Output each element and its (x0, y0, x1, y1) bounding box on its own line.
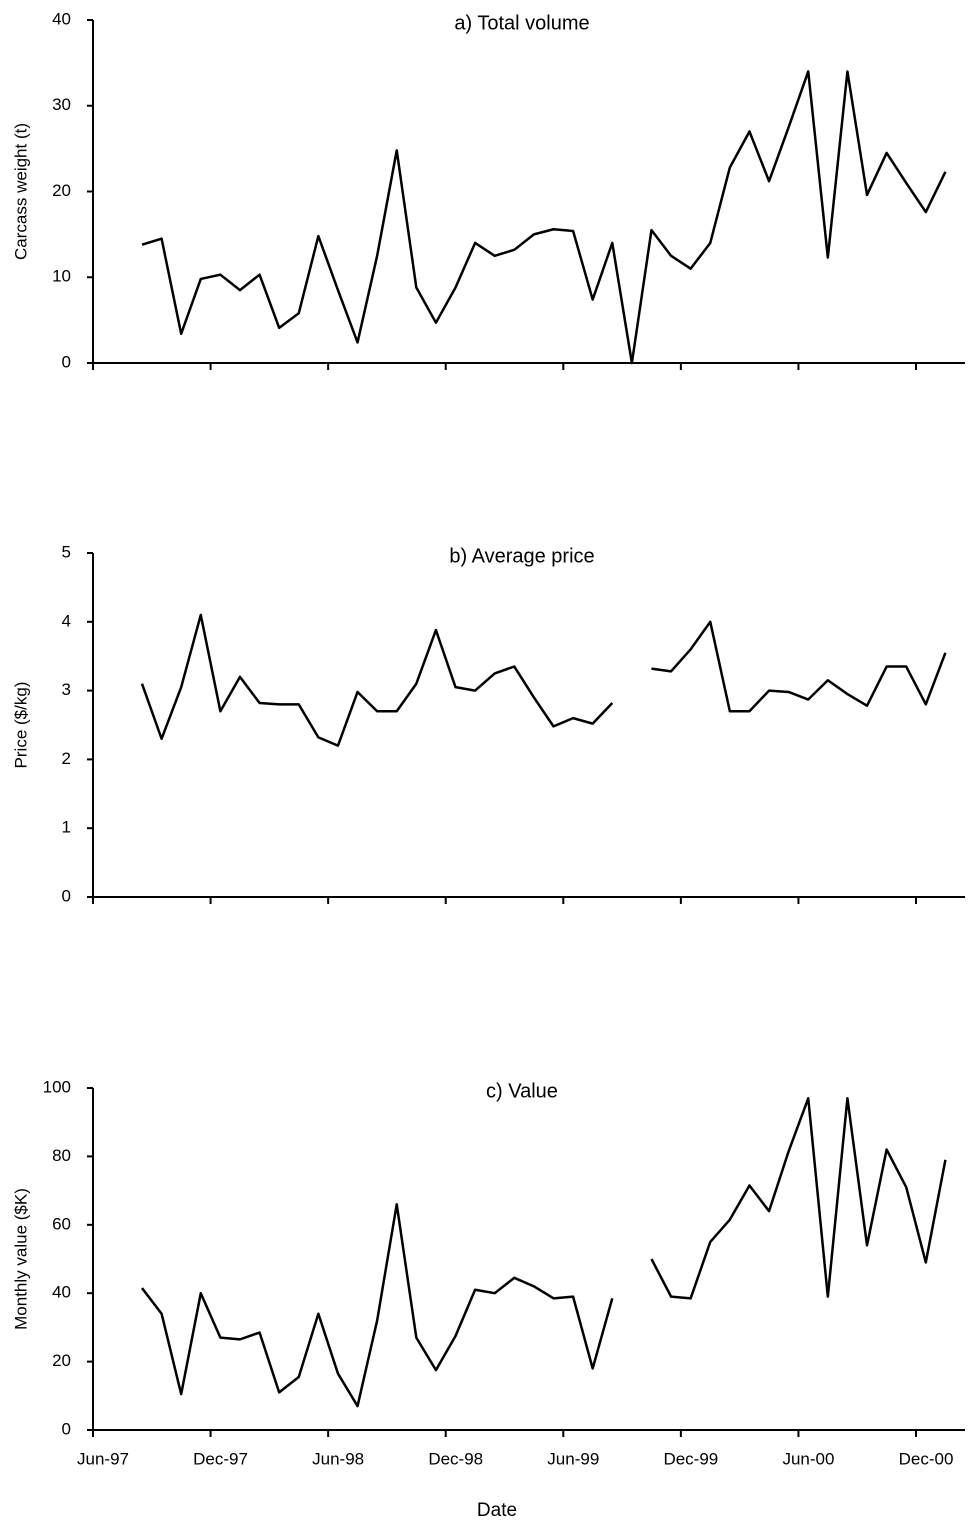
data-line (140, 1097, 947, 1408)
y-axis-label: Carcass weight (t) (11, 123, 30, 260)
y-tick-label: 0 (62, 352, 71, 371)
chart-title: b) Average price (449, 545, 594, 567)
y-tick-label: 30 (52, 95, 71, 114)
chart-title: c) Value (486, 1080, 558, 1102)
chart-title: a) Total volume (454, 12, 589, 34)
y-tick-label: 5 (62, 542, 71, 561)
y-tick-label: 80 (52, 1146, 71, 1165)
y-axis-label: Price ($/kg) (11, 682, 30, 769)
y-tick-label: 20 (52, 1351, 71, 1370)
y-tick-label: 2 (62, 749, 71, 768)
y-tick-label: 10 (52, 267, 71, 286)
y-tick-label: 40 (52, 1283, 71, 1302)
x-tick-label: Jun-97 (77, 1449, 129, 1468)
y-axis-label: Monthly value ($K) (11, 1188, 30, 1330)
data-line (141, 70, 947, 365)
x-tick-label: Dec-99 (663, 1449, 718, 1468)
y-tick-label: 4 (62, 611, 71, 630)
y-tick-label: 0 (62, 886, 71, 905)
y-tick-label: 40 (52, 9, 71, 28)
x-tick-label: Dec-98 (428, 1449, 483, 1468)
x-tick-label: Dec-00 (899, 1449, 954, 1468)
y-tick-label: 3 (62, 680, 71, 699)
x-tick-label: Jun-98 (312, 1449, 364, 1468)
x-tick-label: Dec-97 (193, 1449, 248, 1468)
x-tick-label: Jun-99 (547, 1449, 599, 1468)
x-axis-label: Date (477, 1500, 517, 1521)
y-tick-label: 100 (43, 1077, 71, 1096)
y-tick-label: 0 (62, 1419, 71, 1438)
y-tick-label: 1 (62, 818, 71, 837)
y-tick-label: 60 (52, 1214, 71, 1233)
y-tick-label: 20 (52, 181, 71, 200)
data-line (140, 613, 947, 747)
x-tick-label: Jun-00 (782, 1449, 834, 1468)
